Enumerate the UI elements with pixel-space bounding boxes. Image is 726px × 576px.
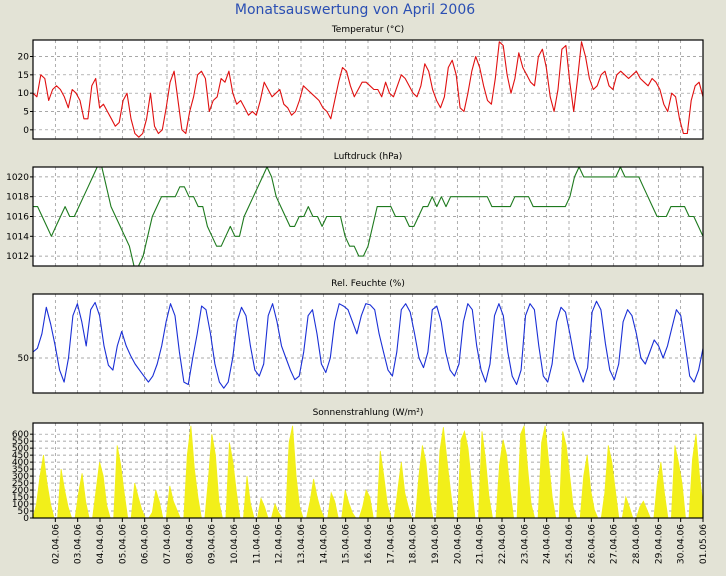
y-tick-label: 550 <box>12 437 29 447</box>
x-tick-label: 02.04.06 <box>51 524 61 564</box>
y-tick-label: 50 <box>18 354 30 364</box>
x-tick-label: 14.04.06 <box>319 524 329 564</box>
x-tick-label: 03.04.06 <box>74 524 84 564</box>
x-tick-label: 07.04.06 <box>163 524 173 564</box>
x-tick-label: 26.04.06 <box>587 524 597 564</box>
x-tick-label: 16.04.06 <box>364 524 374 564</box>
x-tick-label: 27.04.06 <box>610 524 620 564</box>
x-tick-label: 20.04.06 <box>453 524 463 564</box>
series-line <box>32 300 704 389</box>
y-tick-label: 10 <box>18 89 30 99</box>
y-tick-label: 0 <box>23 126 29 136</box>
x-tick-label: 04.04.06 <box>96 524 106 564</box>
x-tick-label: 11.04.06 <box>252 524 262 564</box>
x-tick-label: 09.04.06 <box>208 524 218 564</box>
x-tick-label: 12.04.06 <box>275 524 285 564</box>
x-tick-label: 06.04.06 <box>141 524 151 564</box>
chart-title: Temperatur (°C) <box>331 25 404 35</box>
y-tick-label: 1012 <box>6 252 29 262</box>
x-tick-label: 05.04.06 <box>118 524 128 564</box>
x-tick-label: 01.05.06 <box>699 524 709 564</box>
plot-frame <box>32 166 704 267</box>
y-tick-label: 200 <box>12 486 29 496</box>
y-tick-label: 1018 <box>6 193 29 203</box>
x-tick-label: 30.04.06 <box>677 524 687 564</box>
y-tick-label: 500 <box>12 444 29 454</box>
x-tick-label: 17.04.06 <box>386 524 396 564</box>
plot-frame <box>32 39 704 140</box>
x-tick-label: 18.04.06 <box>409 524 419 564</box>
y-tick-label: 5 <box>23 108 29 118</box>
x-tick-label: 15.04.06 <box>342 524 352 564</box>
x-tick-label: 25.04.06 <box>565 524 575 564</box>
series-line <box>33 166 704 267</box>
y-tick-label: 450 <box>12 451 29 461</box>
page-title: Monatsauswertung von April 2006 <box>235 2 475 18</box>
y-tick-label: 0 <box>23 514 29 524</box>
y-tick-label: 100 <box>12 500 29 510</box>
y-tick-label: 300 <box>12 472 29 482</box>
y-tick-label: 15 <box>18 71 29 81</box>
x-tick-label: 22.04.06 <box>498 524 508 564</box>
x-tick-label: 08.04.06 <box>185 524 195 564</box>
chart-panel-1: Temperatur (°C) 0 5 10 15 20 <box>18 25 704 140</box>
plot-frame <box>32 293 704 394</box>
y-tick-label: 350 <box>12 465 29 475</box>
y-tick-label: 250 <box>12 479 29 489</box>
y-tick-label: 600 <box>12 430 29 440</box>
y-tick-label: 20 <box>18 53 30 63</box>
y-tick-label: 50 <box>18 507 30 517</box>
y-tick-label: 1016 <box>6 213 29 223</box>
x-tick-label: 28.04.06 <box>632 524 642 564</box>
x-tick-label: 21.04.06 <box>476 524 486 564</box>
x-tick-label: 10.04.06 <box>230 524 240 564</box>
chart-title: Rel. Feuchte (%) <box>331 279 405 289</box>
x-tick-label: 19.04.06 <box>431 524 441 564</box>
chart-panel-3: Rel. Feuchte (%) 50 <box>18 279 704 394</box>
x-tick-label: 13.04.06 <box>297 524 307 564</box>
y-tick-label: 1020 <box>6 173 29 183</box>
chart-title: Luftdruck (hPa) <box>334 152 403 162</box>
y-tick-label: 400 <box>12 458 29 468</box>
x-tick-label: 24.04.06 <box>543 524 553 564</box>
chart-title: Sonnenstrahlung (W/m²) <box>313 408 424 418</box>
chart-panel-2: Luftdruck (hPa) 1012 1014 1016 1018 1020 <box>6 152 704 267</box>
chart-panel-4: Sonnenstrahlung (W/m²) 050100150200250300… <box>12 408 709 564</box>
y-tick-label: 1014 <box>6 232 29 242</box>
x-tick-label: 29.04.06 <box>654 524 664 564</box>
series-line <box>32 41 704 138</box>
x-tick-label: 23.04.06 <box>520 524 530 564</box>
y-tick-label: 150 <box>12 493 29 503</box>
